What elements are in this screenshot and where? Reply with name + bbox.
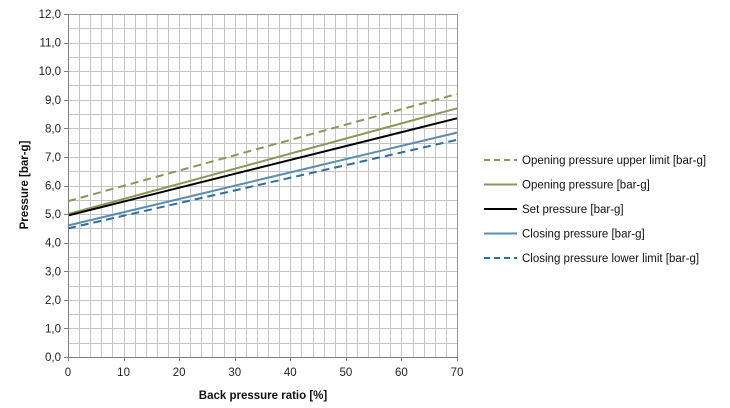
y-tick-label: 6,0 xyxy=(45,181,61,193)
series-line xyxy=(67,117,458,217)
legend-label: Closing pressure [bar-g] xyxy=(522,229,645,241)
legend-label: Closing pressure lower limit [bar-g] xyxy=(522,253,699,265)
y-tick-label: 5,0 xyxy=(45,209,61,221)
y-axis-title: Pressure [bar-g] xyxy=(19,140,31,229)
x-tick-label: 50 xyxy=(339,367,352,379)
x-tick-label: 20 xyxy=(173,367,186,379)
grid xyxy=(68,14,458,358)
y-tick-label: 9,0 xyxy=(45,95,61,107)
x-tick-label: 40 xyxy=(284,367,297,379)
y-tick-label: 2,0 xyxy=(45,295,61,307)
axes: 0,0 1,0 2,0 3,0 4,0 5,0 6,0 7,0 8,0 9,0 10,0 11,0 12… xyxy=(39,9,464,379)
y-tick-label: 4,0 xyxy=(45,238,61,250)
series-line xyxy=(67,93,458,203)
x-tick-label: 10 xyxy=(117,367,130,379)
series-line xyxy=(67,107,458,216)
legend-label: Opening pressure [bar-g] xyxy=(522,180,650,192)
y-tick-label: 3,0 xyxy=(45,266,61,278)
series-lines xyxy=(67,93,458,230)
y-tick-label: 11,0 xyxy=(39,38,61,50)
x-tick-label: 30 xyxy=(228,367,241,379)
y-tick-label: 7,0 xyxy=(45,152,61,164)
legend: Opening pressure upper limit [bar-g] Open… xyxy=(484,155,706,265)
x-tick-label: 60 xyxy=(395,367,408,379)
y-tick-label: 8,0 xyxy=(45,123,61,135)
series-line xyxy=(67,131,458,227)
y-tick-label: 0,0 xyxy=(45,352,61,364)
x-tick-label: 70 xyxy=(451,367,464,379)
legend-label: Set pressure [bar-g] xyxy=(522,204,624,216)
plot-area xyxy=(68,14,457,357)
y-tick-label: 1,0 xyxy=(45,323,61,335)
y-tick-label: 12,0 xyxy=(39,9,61,21)
x-tick-label: 0 xyxy=(65,367,71,379)
x-axis-title: Back pressure ratio [%] xyxy=(199,390,328,402)
legend-label: Opening pressure upper limit [bar-g] xyxy=(522,155,706,167)
y-tick-label: 10,0 xyxy=(39,66,61,78)
series-line xyxy=(67,138,458,230)
